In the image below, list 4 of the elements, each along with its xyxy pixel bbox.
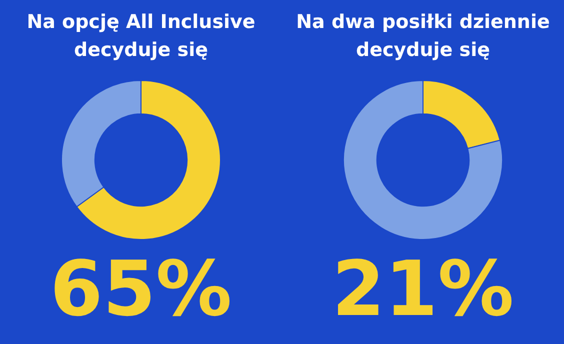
chart-title: Na dwa posiłki dziennie decyduje się [295, 10, 551, 63]
chart-title: Na opcję All Inclusive decyduje się [26, 10, 256, 63]
text: 65% [50, 244, 232, 334]
text: 21% [332, 244, 514, 334]
